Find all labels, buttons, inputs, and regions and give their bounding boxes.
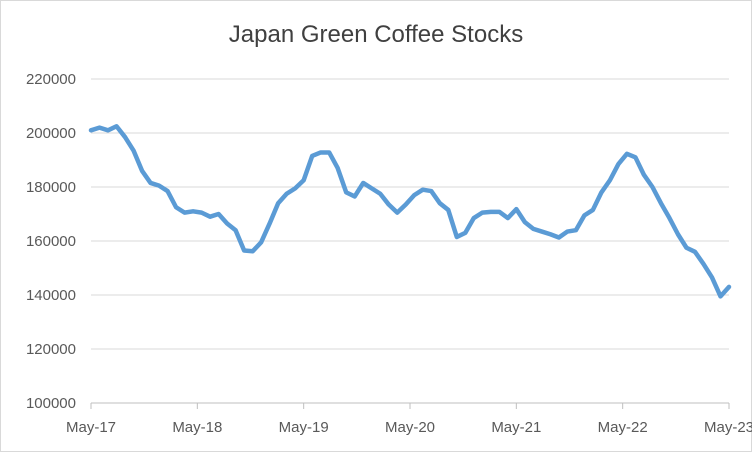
y-tick-label: 160000 (26, 233, 76, 250)
y-tick-label: 200000 (26, 125, 76, 142)
gridlines (91, 78, 729, 350)
chart-title: Japan Green Coffee Stocks (228, 21, 524, 48)
x-tick-label: May-18 (172, 419, 222, 436)
tick-labels: 100000 120000 140000 160000 180000 200000 2200… (26, 71, 752, 436)
y-tick-label: 220000 (26, 71, 76, 88)
y-tick-label: 140000 (26, 287, 76, 304)
x-tick-label: May-20 (385, 419, 435, 436)
y-tick-label: 100000 (26, 395, 76, 412)
x-tick-label: May-21 (491, 419, 541, 436)
x-tick-label: May-23 (704, 419, 752, 436)
y-tick-label: 180000 (26, 179, 76, 196)
series-line (88, 124, 732, 299)
axes (90, 402, 730, 409)
x-tick-label: May-19 (279, 419, 329, 436)
series-layer (88, 124, 732, 299)
x-tick-label: May-22 (598, 419, 648, 436)
y-tick-label: 120000 (26, 341, 76, 358)
x-tick-label: May-17 (66, 419, 116, 436)
